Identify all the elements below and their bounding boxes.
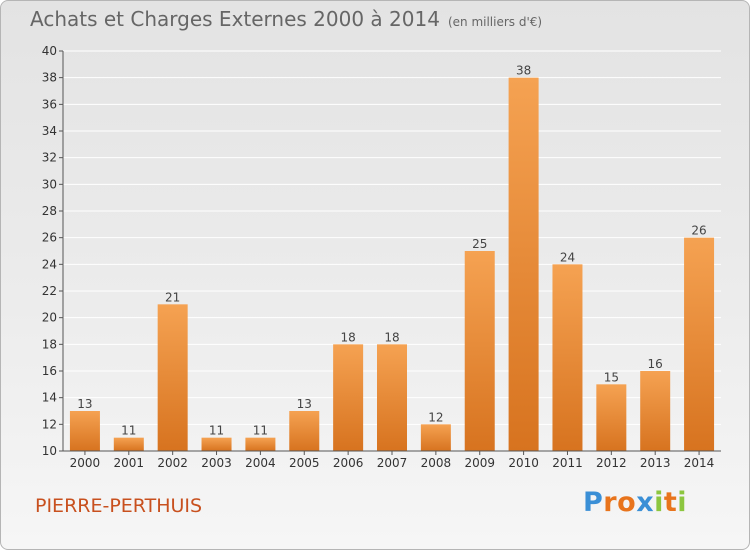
chart-title-text: Achats et Charges Externes 2000 à 2014 bbox=[30, 7, 440, 31]
logo-letter: i bbox=[677, 487, 688, 518]
y-tick-label: 16 bbox=[42, 364, 57, 378]
y-tick-label: 26 bbox=[42, 231, 57, 245]
y-tick-label: 40 bbox=[42, 44, 57, 58]
bar-2005 bbox=[289, 411, 320, 451]
logo-letter: i bbox=[654, 487, 664, 518]
x-tick-label: 2010 bbox=[508, 456, 539, 470]
x-tick-label: 2003 bbox=[201, 456, 232, 470]
x-tick-label: 2002 bbox=[157, 456, 188, 470]
bar-2007 bbox=[377, 344, 407, 451]
data-label: 13 bbox=[77, 397, 92, 411]
y-tick-label: 28 bbox=[42, 204, 57, 218]
y-tick-label: 18 bbox=[42, 337, 57, 351]
y-tick-label: 36 bbox=[42, 97, 57, 111]
data-label: 25 bbox=[472, 237, 487, 251]
x-tick-label: 2006 bbox=[333, 456, 364, 470]
bar-2001 bbox=[113, 437, 144, 451]
data-label: 38 bbox=[516, 64, 531, 78]
y-tick-label: 14 bbox=[42, 391, 57, 405]
y-tick-label: 10 bbox=[42, 444, 57, 458]
logo-letter: r bbox=[603, 487, 618, 518]
data-label: 21 bbox=[165, 290, 180, 304]
y-tick-label: 32 bbox=[42, 151, 57, 165]
data-label: 12 bbox=[428, 410, 443, 424]
data-label: 18 bbox=[384, 330, 399, 344]
data-label: 26 bbox=[691, 224, 706, 238]
data-label: 15 bbox=[604, 370, 619, 384]
data-label: 11 bbox=[253, 424, 268, 438]
x-tick-label: 2008 bbox=[421, 456, 452, 470]
bar-2000 bbox=[69, 411, 100, 451]
bar-2014 bbox=[684, 237, 715, 451]
bar-2011 bbox=[552, 264, 583, 451]
x-tick-label: 2001 bbox=[114, 456, 145, 470]
bar-2010 bbox=[508, 77, 539, 452]
data-label: 13 bbox=[297, 397, 312, 411]
x-tick-label: 2009 bbox=[464, 456, 495, 470]
axes bbox=[59, 50, 721, 455]
y-tick-label: 30 bbox=[42, 177, 57, 191]
bar-2006 bbox=[333, 344, 364, 451]
y-tick-label: 38 bbox=[42, 71, 57, 85]
x-tick-label: 2007 bbox=[377, 456, 408, 470]
data-label: 11 bbox=[121, 424, 136, 438]
bar-2013 bbox=[640, 371, 671, 451]
bar-2008 bbox=[420, 424, 451, 451]
data-label: 16 bbox=[648, 357, 663, 371]
bar-2004 bbox=[245, 437, 276, 451]
y-tick-label: 24 bbox=[42, 257, 57, 271]
logo-letter: x bbox=[636, 487, 655, 518]
data-label: 11 bbox=[209, 424, 224, 438]
x-tick-label: 2014 bbox=[684, 456, 715, 470]
place-name: PIERRE-PERTHUIS bbox=[35, 495, 203, 517]
bar-2002 bbox=[157, 304, 188, 451]
x-tick-label: 2013 bbox=[640, 456, 671, 470]
chart-title: Achats et Charges Externes 2000 à 2014 (e… bbox=[30, 7, 542, 31]
x-tick-label: 2011 bbox=[552, 456, 583, 470]
logo-letter: P bbox=[583, 487, 604, 518]
chart-unit: (en milliers d'€) bbox=[447, 15, 543, 29]
logo-letter: t bbox=[663, 487, 678, 518]
x-tick-label: 2004 bbox=[245, 456, 276, 470]
x-tick-label: 2012 bbox=[596, 456, 627, 470]
y-tick-label: 22 bbox=[42, 284, 57, 298]
y-tick-label: 34 bbox=[42, 124, 57, 138]
data-label: 18 bbox=[340, 330, 355, 344]
x-tick-label: 2000 bbox=[70, 456, 101, 470]
bar-2003 bbox=[201, 437, 232, 451]
bars bbox=[69, 77, 715, 452]
bar-2012 bbox=[596, 384, 627, 451]
labels: 10 12 14 16 18 20 22 24 26 28 30 32 34 36 38 40 13 2000 11… bbox=[42, 44, 715, 470]
proxiti-logo: Proxiti bbox=[583, 487, 687, 518]
y-tick-label: 12 bbox=[42, 417, 57, 431]
y-tick-label: 20 bbox=[42, 311, 57, 325]
x-tick-label: 2005 bbox=[289, 456, 320, 470]
bar-2009 bbox=[464, 251, 495, 451]
logo-letter: o bbox=[617, 487, 637, 518]
data-label: 24 bbox=[560, 250, 575, 264]
